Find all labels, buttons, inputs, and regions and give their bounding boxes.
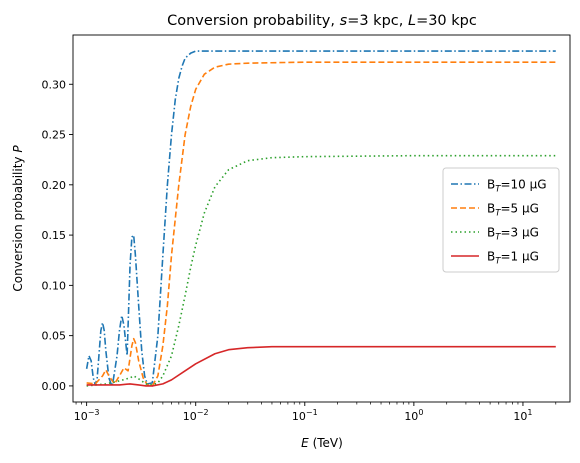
y-tick-label: 0.30	[42, 78, 67, 91]
axes-frame	[72, 34, 571, 403]
y-tick-label: 0.00	[42, 380, 67, 393]
series-line-4	[86, 345, 556, 387]
x-tick-label: 100	[404, 408, 423, 423]
y-tick-label: 0.25	[42, 129, 67, 142]
axes-layer: 0.00 0.05 0.10 0.15 0.20 0.25 0.30 10−3 10−2 10−1…	[42, 34, 571, 423]
x-tick-label: 10−2	[183, 408, 209, 423]
legend-box	[442, 167, 560, 273]
x-axis-label: E (TeV)	[301, 436, 343, 450]
x-tick-label: 101	[513, 408, 532, 423]
series-line-1	[85, 50, 556, 387]
y-tick-label: 0.05	[42, 330, 67, 343]
legend-label: BT=10 μG	[487, 178, 547, 195]
legend-label: BT=5 μG	[487, 202, 539, 219]
series-layer	[85, 50, 556, 387]
legend-label: BT=1 μG	[487, 250, 539, 267]
x-tick-label: 10−3	[74, 408, 100, 423]
y-tick-label: 0.15	[42, 229, 67, 242]
plot-area	[85, 50, 556, 387]
y-tick-label: 0.10	[42, 279, 67, 292]
legend: BT=10 μG BT=5 μG BT=3 μG BT=1 μG	[442, 167, 560, 273]
x-tick-label: 10−1	[292, 408, 318, 423]
chart-title: Conversion probability, s=3 kpc, L=30 kp…	[167, 13, 477, 29]
legend-label: BT=3 μG	[487, 226, 539, 243]
y-tick-label: 0.20	[42, 179, 67, 192]
y-axis-label: Conversion probability P	[11, 145, 25, 292]
series-line-2	[86, 61, 556, 387]
